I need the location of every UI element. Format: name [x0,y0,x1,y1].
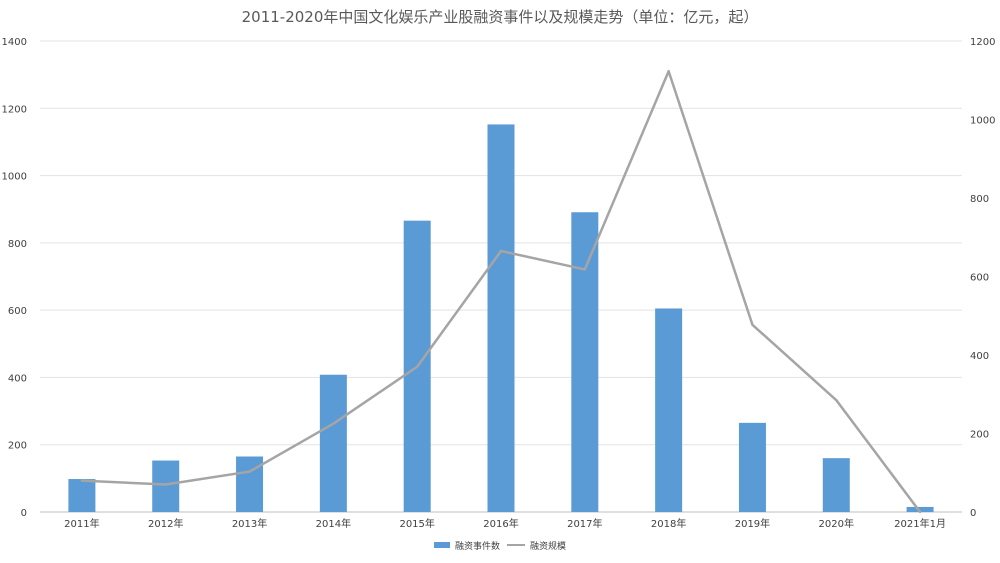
chart-title: 2011-2020年中国文化娱乐产业股融资事件以及规模走势（单位：亿元，起） [242,8,759,26]
x-axis-tick-label: 2016年 [483,517,518,530]
line-point [164,483,167,486]
x-axis-tick-label: 2018年 [651,517,686,530]
line-point [499,249,503,253]
right-axis-tick-label: 600 [970,273,989,284]
line-series [80,69,922,514]
bar [655,308,683,512]
line-point [415,365,419,368]
bar [487,124,515,512]
right-axis: 0 200 400 600 800 1000 1200 [970,37,995,519]
x-axis-tick-label: 2015年 [399,517,434,530]
bar [571,212,599,513]
right-axis-tick-label: 1000 [970,116,995,127]
legend-label-line: 融资规模 [530,541,566,552]
line-point [248,470,251,473]
legend-label-bar: 融资事件数 [455,540,500,552]
left-axis-tick-label: 1400 [2,37,27,48]
left-axis-tick-label: 200 [8,441,27,452]
bar [319,374,347,512]
bar [906,506,934,512]
bar [822,458,850,512]
left-axis-tick-label: 600 [8,306,27,317]
x-axis: 2011年 2012年 2013年 2014年 2015年 2016年 2017年 2018年… [64,517,946,530]
left-axis-tick-label: 400 [8,373,27,384]
right-axis-tick-label: 0 [970,508,976,519]
line-point [583,268,587,271]
x-axis-tick-label: 2021年1月 [894,517,946,530]
right-axis-tick-label: 800 [970,194,989,205]
x-axis-tick-label: 2011年 [64,517,99,530]
left-axis-tick-label: 800 [8,239,27,250]
left-axis-tick-label: 0 [21,508,27,519]
x-axis-tick-label: 2020年 [819,517,854,530]
legend-swatch-bar [434,542,450,548]
x-axis-tick-label: 2019年 [735,517,770,530]
line-point [918,510,922,514]
bar [738,422,766,512]
left-axis-tick-label: 1200 [2,104,27,115]
right-axis-tick-label: 200 [970,430,989,441]
x-axis-tick-label: 2014年 [316,517,351,530]
line-point [80,479,84,482]
right-axis-tick-label: 400 [970,351,989,362]
left-axis-tick-label: 1000 [2,172,27,183]
left-axis: 0 200 400 600 800 1000 1200 1400 [2,37,27,519]
x-axis-tick-label: 2012年 [148,517,183,530]
line-point [332,422,335,425]
line-point [835,398,838,402]
right-axis-tick-label: 1200 [970,37,995,48]
legend: 融资事件数 融资规模 [434,540,566,552]
bar-series [68,124,934,513]
bar [152,460,180,512]
bar [68,479,96,512]
line-point [751,323,754,326]
x-axis-tick-label: 2013年 [232,517,267,530]
x-axis-tick-label: 2017年 [567,517,602,530]
line-point [667,70,670,73]
